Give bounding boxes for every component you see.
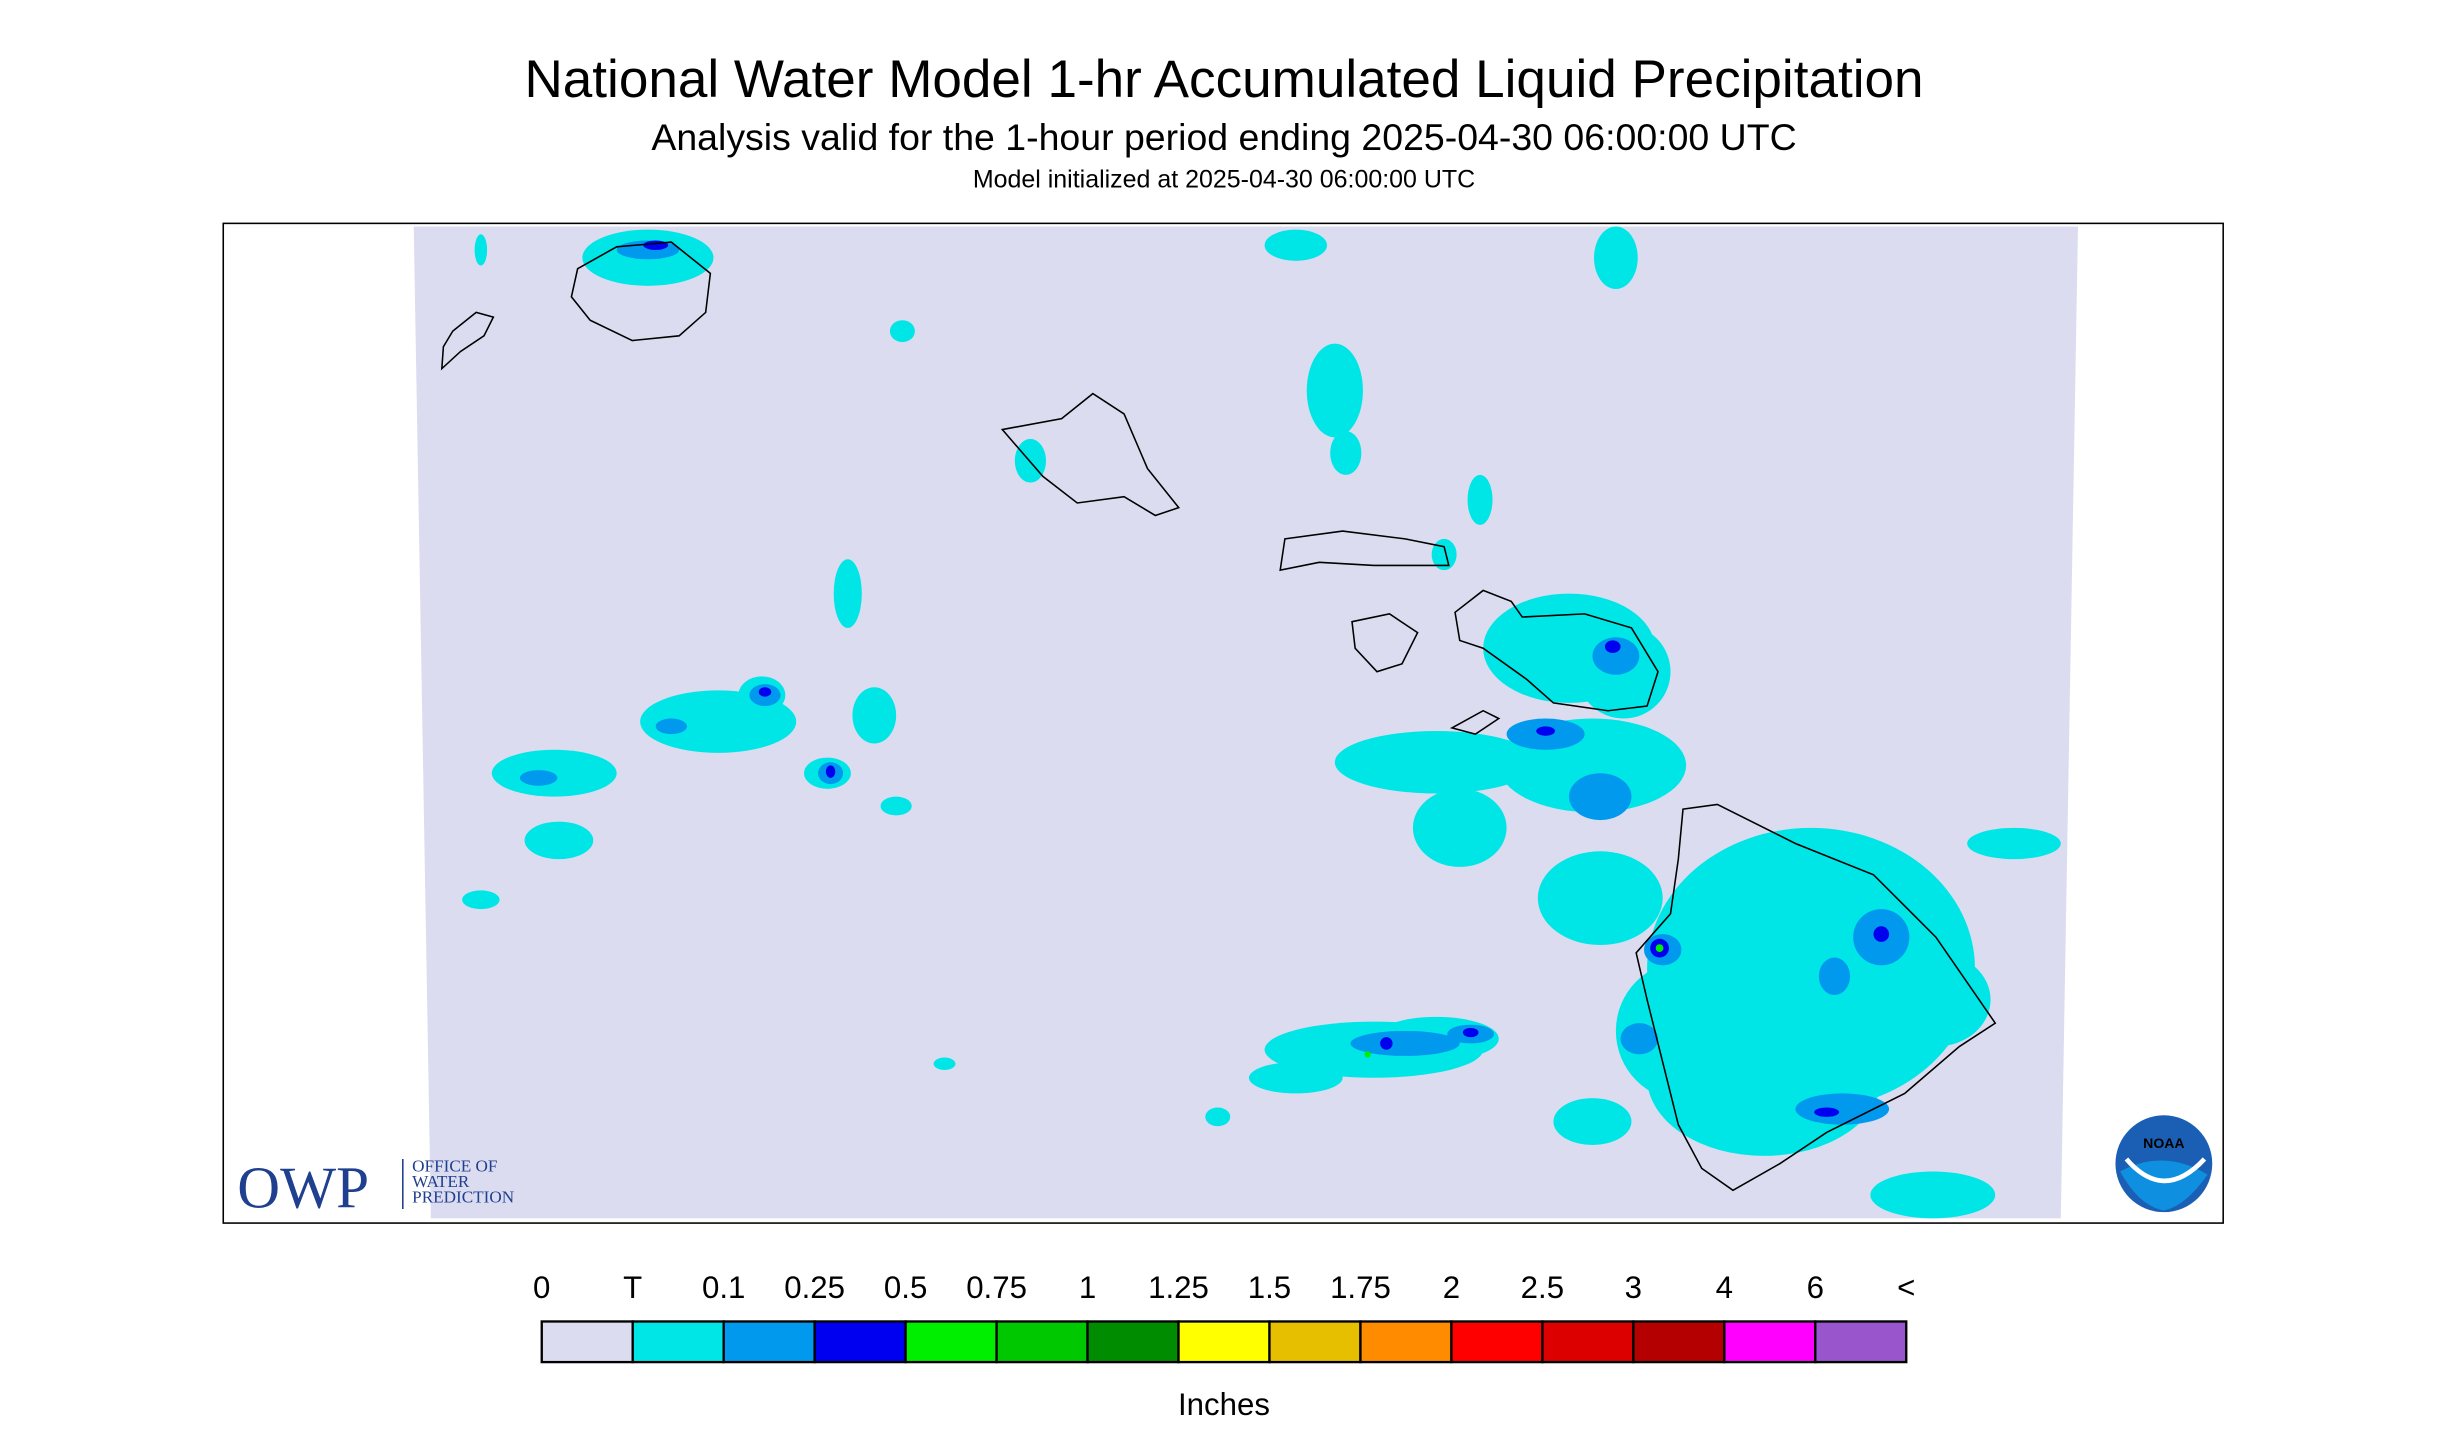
colorbar-label: 1.25 bbox=[1148, 1270, 1209, 1305]
colorbar-swatch bbox=[540, 1320, 634, 1364]
colorbar-swatch bbox=[722, 1320, 816, 1364]
owp-mark: OWP bbox=[237, 1154, 369, 1220]
colorbar-label: 1.5 bbox=[1248, 1270, 1291, 1305]
init-time: Model initialized at 2025-04-30 06:00:00… bbox=[973, 165, 1475, 193]
colorbar-swatch bbox=[1723, 1320, 1817, 1364]
owp-text-line: PREDICTION bbox=[412, 1188, 514, 1207]
owp-text-line: OFFICE OF bbox=[412, 1157, 497, 1176]
coastlines bbox=[440, 241, 1997, 1192]
noaa-logo: NOAA bbox=[2115, 1115, 2213, 1213]
colorbar-swatch bbox=[1450, 1320, 1544, 1364]
colorbar: 0 T 0.1 0.25 0.5 0.75 1 1.25 1.5 1.75 2 2.5 3 4 6 < bbox=[533, 1270, 1915, 1364]
colorbar-swatch bbox=[1359, 1320, 1453, 1364]
colorbar-swatch bbox=[995, 1320, 1089, 1364]
owp-logo: OWP OFFICE OF WATER PREDICTION bbox=[237, 1154, 514, 1220]
colorbar-label: 0.75 bbox=[966, 1270, 1027, 1305]
colorbar-swatch bbox=[1268, 1320, 1362, 1364]
colorbar-label: 3 bbox=[1625, 1270, 1642, 1305]
colorbar-label: 0.5 bbox=[884, 1270, 927, 1305]
colorbar-swatch bbox=[1541, 1320, 1635, 1364]
owp-text-line: WATER bbox=[412, 1172, 470, 1191]
owp-text: OFFICE OF WATER PREDICTION bbox=[412, 1157, 514, 1207]
colorbar-label: 1 bbox=[1079, 1270, 1096, 1305]
units-label: Inches bbox=[1178, 1387, 1270, 1422]
colorbar-swatch bbox=[813, 1320, 907, 1364]
subtitle: Analysis valid for the 1-hour period end… bbox=[651, 116, 1796, 158]
colorbar-label: 0 bbox=[533, 1270, 550, 1305]
colorbar-swatch bbox=[631, 1320, 725, 1364]
colorbar-label: 2.5 bbox=[1521, 1270, 1564, 1305]
colorbar-label: 2 bbox=[1443, 1270, 1460, 1305]
title: National Water Model 1-hr Accumulated Li… bbox=[524, 50, 1923, 109]
colorbar-label: 4 bbox=[1716, 1270, 1733, 1305]
precipitation-extreme bbox=[1364, 944, 1664, 1058]
colorbar-swatch bbox=[1814, 1320, 1908, 1364]
colorbar-swatch bbox=[904, 1320, 998, 1364]
colorbar-label: 1.75 bbox=[1330, 1270, 1391, 1305]
colorbar-label: 0.1 bbox=[702, 1270, 745, 1305]
colorbar-label: T bbox=[623, 1270, 642, 1305]
colorbar-label: 6 bbox=[1807, 1270, 1824, 1305]
colorbar-label: 0.25 bbox=[784, 1270, 845, 1305]
colorbar-swatch bbox=[1632, 1320, 1726, 1364]
noaa-text: NOAA bbox=[2143, 1135, 2184, 1151]
colorbar-swatch bbox=[1177, 1320, 1271, 1364]
colorbar-swatch bbox=[1086, 1320, 1180, 1364]
colorbar-label: < bbox=[1897, 1270, 1915, 1305]
